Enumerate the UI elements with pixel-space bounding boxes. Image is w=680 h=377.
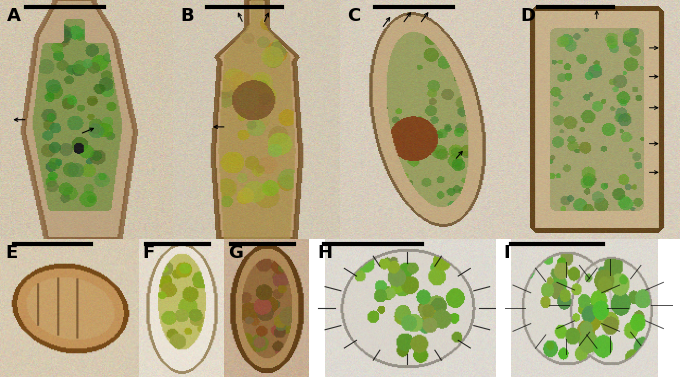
Text: E: E [5,244,18,262]
Text: G: G [228,244,243,262]
Text: B: B [180,7,194,25]
Text: H: H [317,244,332,262]
Text: A: A [7,7,21,25]
Text: F: F [143,244,155,262]
Text: D: D [520,7,535,25]
Text: C: C [347,7,360,25]
Text: I: I [504,244,511,262]
